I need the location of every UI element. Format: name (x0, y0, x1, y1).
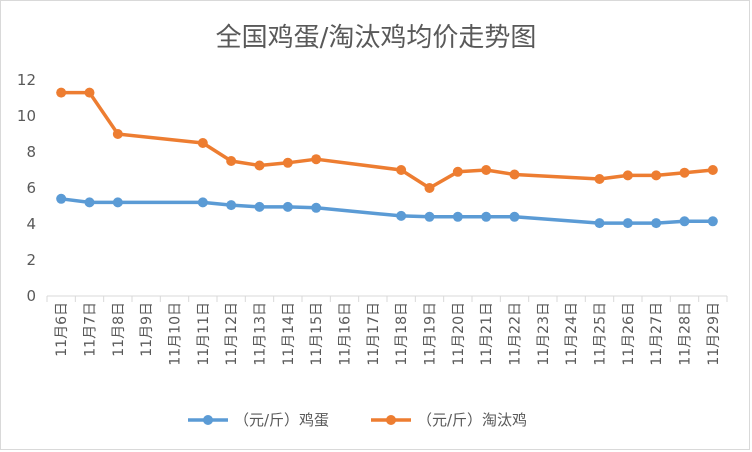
data-point (481, 211, 492, 222)
x-tick-label: 11月13日 (253, 302, 269, 366)
x-tick-label: 11月26日 (621, 302, 637, 366)
data-point (594, 174, 605, 184)
y-tick-label: 2 (26, 251, 36, 269)
data-point (254, 201, 265, 212)
x-tick-label: 11月9日 (139, 302, 155, 357)
x-tick-label: 11月24日 (564, 302, 580, 366)
data-point (481, 165, 492, 175)
x-tick-label: 11月17日 (366, 302, 382, 366)
data-point (197, 138, 208, 148)
data-point (651, 170, 662, 181)
y-axis: 0 2 4 6 8 10 12 (17, 71, 36, 305)
data-point (707, 165, 718, 175)
data-point (509, 211, 520, 222)
y-tick-label: 6 (26, 179, 36, 197)
data-point (112, 129, 123, 139)
data-point (282, 201, 293, 212)
y-tick-label: 10 (17, 107, 36, 125)
y-tick-label: 0 (26, 287, 36, 305)
x-tick-label: 11月14日 (281, 302, 297, 366)
x-tick-label: 11月10日 (168, 302, 184, 366)
data-point (509, 169, 520, 180)
series-layer (56, 87, 718, 229)
data-point (56, 87, 67, 98)
x-tick-label: 11月25日 (593, 302, 609, 366)
chart-title: 全国鸡蛋/淘汰鸡均价走势图 (216, 23, 537, 53)
x-tick-label: 11月20日 (451, 302, 467, 366)
x-tick-label: 11月18日 (394, 302, 410, 366)
x-tick-label: 11月27日 (649, 302, 665, 366)
series-line-1 (59, 90, 715, 190)
x-tick-label: 11月19日 (423, 302, 439, 366)
x-tick-label: 11月22日 (508, 302, 524, 366)
y-tick-label: 12 (17, 71, 36, 89)
data-point (311, 202, 322, 213)
data-point (226, 156, 237, 166)
x-tick-label: 11月6日 (54, 302, 70, 357)
legend-swatch-marker (386, 415, 396, 425)
series-line-0 (59, 197, 715, 225)
legend-swatch-marker (203, 415, 213, 425)
x-tick-label: 11月16日 (338, 302, 354, 366)
data-point (84, 197, 95, 208)
data-point (254, 160, 265, 171)
x-tick-label: 11月15日 (309, 302, 325, 366)
y-tick-label: 4 (26, 215, 36, 233)
data-point (56, 193, 67, 204)
x-tick-label: 11月21日 (479, 302, 495, 366)
data-point (707, 216, 718, 227)
data-point (282, 157, 293, 168)
data-point (651, 218, 662, 229)
x-tick-label: 11月28日 (678, 302, 694, 366)
x-tick-label: 11月29日 (706, 302, 722, 366)
data-point (452, 211, 463, 222)
legend-label: （元/斤）淘汰鸡 (417, 411, 527, 429)
data-point (84, 87, 95, 98)
data-point (197, 197, 208, 208)
x-axis: 11月6日 11月7日 11月8日 11月9日 11月10日 11月11日 11月12日 11… (46, 295, 728, 366)
x-tick-label: 11月8日 (111, 302, 127, 357)
data-point (679, 216, 690, 227)
x-tick-label: 11月11日 (196, 302, 212, 366)
legend: （元/斤）鸡蛋 （元/斤）淘汰鸡 (188, 411, 527, 429)
data-point (452, 166, 463, 177)
data-point (311, 154, 322, 165)
x-tick-label: 11月12日 (224, 302, 240, 366)
data-point (594, 218, 605, 229)
y-tick-label: 8 (26, 143, 36, 161)
data-point (396, 165, 407, 175)
legend-label: （元/斤）鸡蛋 (234, 411, 329, 429)
data-point (622, 170, 633, 181)
data-point (622, 218, 633, 229)
data-point (226, 200, 237, 211)
data-point (424, 211, 435, 222)
data-point (112, 197, 123, 208)
data-point (396, 210, 407, 221)
data-point (679, 167, 690, 178)
x-tick-label: 11月23日 (536, 302, 552, 366)
data-point (424, 183, 435, 193)
x-tick-label: 11月7日 (83, 302, 99, 357)
